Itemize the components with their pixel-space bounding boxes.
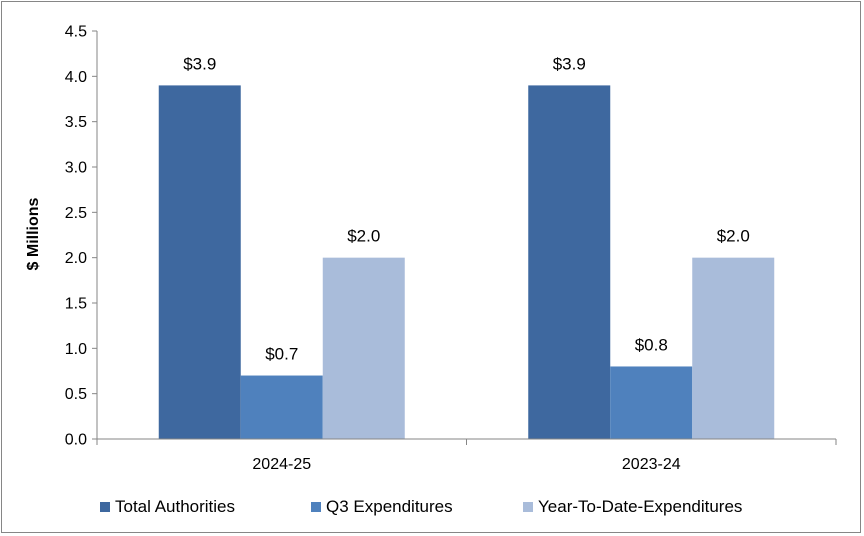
bar-year-to-date-expenditures-2023-24 bbox=[692, 257, 775, 439]
bars bbox=[158, 85, 775, 440]
legend-label: Q3 Expenditures bbox=[326, 497, 453, 516]
legend: Total Authorities Q3 Expenditures Year-To-… bbox=[100, 497, 742, 516]
data-label: $3.9 bbox=[553, 54, 586, 73]
data-label: $3.9 bbox=[183, 54, 216, 73]
bar-q3-expenditures-2023-24 bbox=[610, 366, 693, 439]
x-category-label: 2024-25 bbox=[252, 456, 311, 473]
x-category-label: 2023-24 bbox=[622, 456, 681, 473]
data-label: $0.8 bbox=[635, 335, 668, 354]
data-label: $2.0 bbox=[717, 227, 750, 246]
y-tick-label: 2.5 bbox=[65, 205, 87, 222]
bar-total-authorities-2024-25 bbox=[158, 85, 241, 440]
y-tick-label: 1.5 bbox=[65, 296, 87, 313]
y-tick-label: 4.5 bbox=[65, 24, 87, 41]
legend-swatch bbox=[100, 502, 110, 512]
y-tick-label: 0.0 bbox=[65, 432, 87, 449]
bar-total-authorities-2023-24 bbox=[528, 85, 611, 440]
y-axis-title: $ Millions bbox=[25, 197, 42, 270]
data-label: $2.0 bbox=[347, 227, 380, 246]
y-tick-label: 0.5 bbox=[65, 386, 87, 403]
y-tick-label: 4.0 bbox=[65, 69, 87, 86]
y-tick-label: 3.5 bbox=[65, 114, 87, 131]
y-axis-ticks: 0.0 0.5 1.0 1.5 2.0 2.5 3.0 3.5 4.0 4.5 bbox=[65, 24, 97, 449]
data-labels: $3.9 $0.7 $2.0 $3.9 $0.8 $2.0 bbox=[183, 54, 750, 363]
y-tick-label: 3.0 bbox=[65, 160, 87, 177]
data-label: $0.7 bbox=[265, 345, 298, 364]
y-tick-label: 2.0 bbox=[65, 250, 87, 267]
legend-label: Total Authorities bbox=[115, 497, 235, 516]
bar-q3-expenditures-2024-25 bbox=[240, 375, 323, 439]
bar-year-to-date-expenditures-2024-25 bbox=[322, 257, 405, 439]
y-tick-label: 1.0 bbox=[65, 341, 87, 358]
legend-label: Year-To-Date-Expenditures bbox=[538, 497, 742, 516]
legend-swatch bbox=[523, 502, 533, 512]
x-axis-categories: 2024-25 2023-24 bbox=[96, 439, 837, 473]
legend-swatch bbox=[311, 502, 321, 512]
